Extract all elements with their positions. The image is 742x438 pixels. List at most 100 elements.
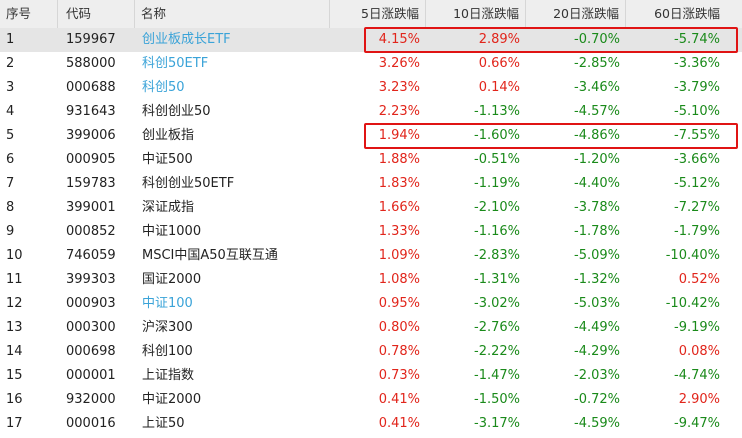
col-header-name[interactable]: 名称 [135,0,330,28]
cell-chg10: 0.66% [478,56,520,71]
cell-code: 000016 [66,416,116,431]
col-header-chg60[interactable]: 60日涨跌幅 [654,6,720,21]
table-row[interactable]: 9 000852 中证1000 1.33% -1.16% -1.78% -1.79% [0,220,742,244]
col-header-chg10[interactable]: 10日涨跌幅 [426,0,526,28]
cell-seq: 1 [6,32,15,47]
cell-chg20: -5.03% [574,296,620,311]
cell-chg20: -5.09% [574,248,620,263]
table-row[interactable]: 11 399303 国证2000 1.08% -1.31% -1.32% 0.52% [0,268,742,292]
cell-chg60: -10.42% [665,296,720,311]
cell-name: 创业板成长ETF [142,32,231,47]
cell-seq: 16 [6,392,23,407]
table-row[interactable]: 12 000903 中证100 0.95% -3.02% -5.03% -10.42% [0,292,742,316]
cell-seq: 2 [6,56,15,71]
cell-seq: 10 [6,248,23,263]
cell-name: 科创创业50ETF [142,176,235,191]
table-row[interactable]: 14 000698 科创100 0.78% -2.22% -4.29% 0.08% [0,340,742,364]
table-row[interactable]: 13 000300 沪深300 0.80% -2.76% -4.49% -9.19% [0,316,742,340]
cell-seq: 3 [6,80,15,95]
cell-code: 588000 [66,56,116,71]
col-header-code[interactable]: 代码 [58,0,135,28]
cell-chg20: -4.49% [574,320,620,335]
table-row[interactable]: 3 000688 科创50 3.23% 0.14% -3.46% -3.79% [0,76,742,100]
cell-code: 000698 [66,344,116,359]
table-row[interactable]: 4 931643 科创创业50 2.23% -1.13% -4.57% -5.10% [0,100,742,124]
cell-code: 000688 [66,80,116,95]
table-row[interactable]: 7 159783 科创创业50ETF 1.83% -1.19% -4.40% -5.12% [0,172,742,196]
cell-chg10: 2.89% [478,32,520,47]
table-row[interactable]: 1 159967 创业板成长ETF 4.15% 2.89% -0.70% -5.74% [0,28,742,52]
cell-chg60: -9.47% [674,416,720,431]
cell-chg5: 0.41% [378,416,420,431]
cell-chg5: 2.23% [378,104,420,119]
cell-chg5: 1.94% [378,128,420,143]
cell-seq: 8 [6,200,15,215]
cell-chg10: -1.19% [474,176,520,191]
cell-name: 科创创业50 [142,104,211,119]
cell-chg10: -1.31% [474,272,520,287]
cell-chg10: -1.47% [474,368,520,383]
cell-seq: 15 [6,368,23,383]
cell-chg20: -2.85% [574,56,620,71]
cell-chg5: 0.73% [378,368,420,383]
cell-chg60: -1.79% [674,224,720,239]
cell-code: 000905 [66,152,116,167]
cell-chg20: -3.46% [574,80,620,95]
cell-chg60: 0.52% [678,272,720,287]
cell-chg20: -0.72% [574,392,620,407]
cell-chg60: -3.66% [674,152,720,167]
cell-chg5: 0.95% [378,296,420,311]
cell-seq: 14 [6,344,23,359]
cell-seq: 12 [6,296,23,311]
cell-chg20: -4.29% [574,344,620,359]
cell-code: 000903 [66,296,116,311]
cell-name: MSCI中国A50互联互通 [142,248,278,263]
table-row[interactable]: 17 000016 上证50 0.41% -3.17% -4.59% -9.47% [0,412,742,436]
cell-chg60: 2.90% [678,392,720,407]
cell-chg5: 3.26% [378,56,420,71]
cell-chg60: -7.27% [674,200,720,215]
cell-seq: 5 [6,128,15,143]
cell-chg5: 3.23% [378,80,420,95]
cell-name: 科创50ETF [142,56,209,71]
table-row[interactable]: 16 932000 中证2000 0.41% -1.50% -0.72% 2.90% [0,388,742,412]
cell-name: 创业板指 [142,128,195,143]
cell-seq: 7 [6,176,15,191]
cell-chg5: 1.83% [378,176,420,191]
table-row[interactable]: 8 399001 深证成指 1.66% -2.10% -3.78% -7.27% [0,196,742,220]
col-header-chg5[interactable]: 5日涨跌幅 [330,0,426,28]
col-header-chg20[interactable]: 20日涨跌幅 [526,0,626,28]
cell-chg20: -4.40% [574,176,620,191]
cell-chg60: -10.40% [665,248,720,263]
cell-seq: 6 [6,152,15,167]
cell-chg20: -1.32% [574,272,620,287]
table-row[interactable]: 6 000905 中证500 1.88% -0.51% -1.20% -3.66% [0,148,742,172]
cell-chg5: 1.88% [378,152,420,167]
table-row[interactable]: 15 000001 上证指数 0.73% -1.47% -2.03% -4.74% [0,364,742,388]
table-row[interactable]: 10 746059 MSCI中国A50互联互通 1.09% -2.83% -5.09% -1… [0,244,742,268]
cell-code: 746059 [66,248,116,263]
cell-seq: 9 [6,224,15,239]
cell-chg5: 0.41% [378,392,420,407]
cell-chg5: 0.78% [378,344,420,359]
cell-chg60: -4.74% [674,368,720,383]
cell-chg5: 1.66% [378,200,420,215]
col-header-seq[interactable]: 序号 [0,0,58,28]
cell-chg10: -2.22% [474,344,520,359]
cell-chg20: -2.03% [574,368,620,383]
cell-code: 931643 [66,104,116,119]
cell-code: 399001 [66,200,116,215]
cell-chg10: -2.83% [474,248,520,263]
cell-chg60: -7.55% [674,128,720,143]
cell-name: 上证指数 [142,368,195,383]
cell-chg10: -3.17% [474,416,520,431]
table-row[interactable]: 5 399006 创业板指 1.94% -1.60% -4.86% -7.55% [0,124,742,148]
cell-chg10: -1.50% [474,392,520,407]
cell-seq: 17 [6,416,23,431]
cell-chg10: -2.10% [474,200,520,215]
table-row[interactable]: 2 588000 科创50ETF 3.26% 0.66% -2.85% -3.36% [0,52,742,76]
cell-chg60: -5.74% [674,32,720,47]
cell-chg60: 0.08% [678,344,720,359]
cell-name: 中证500 [142,152,193,167]
cell-chg20: -4.86% [574,128,620,143]
